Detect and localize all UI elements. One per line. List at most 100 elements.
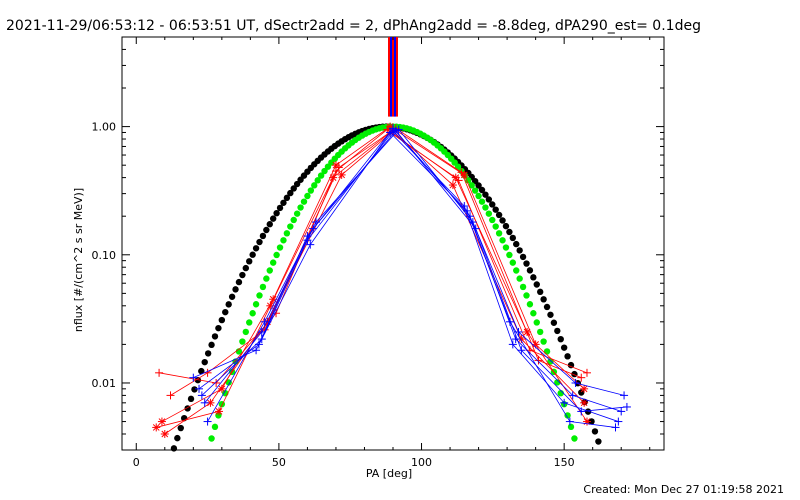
black-fit-point	[591, 428, 599, 435]
black-fit-point	[290, 185, 297, 192]
green-fit-point	[526, 301, 534, 308]
red-data-point	[212, 378, 221, 387]
pa90-marker-line	[396, 37, 398, 117]
green-fit-point	[554, 379, 561, 386]
black-fit-point	[554, 327, 561, 335]
black-fit-point	[550, 319, 558, 326]
black-fit-point	[499, 217, 506, 224]
black-fit-point	[263, 226, 270, 234]
green-fit-point	[304, 192, 311, 200]
black-fit-point	[256, 238, 263, 246]
red-series-line	[170, 127, 582, 396]
blue-series-line	[193, 131, 616, 428]
red-data-point	[155, 368, 164, 377]
blue-series-line	[198, 127, 622, 412]
red-data-point	[217, 384, 226, 393]
black-fit-point	[560, 344, 568, 351]
y-tick-label: 1.00	[92, 121, 117, 134]
black-fit-point	[523, 260, 530, 267]
green-fit-point	[540, 338, 547, 345]
green-fit-point	[269, 259, 277, 266]
x-tick-label: 0	[133, 456, 140, 469]
black-fit-point	[519, 253, 527, 261]
green-fit-point	[314, 177, 321, 184]
black-fit-point	[584, 408, 592, 415]
black-fit-point	[502, 222, 510, 230]
black-fit-point	[578, 389, 585, 396]
red-series-line	[156, 131, 588, 428]
green-fit-point	[300, 198, 308, 205]
green-fit-point	[321, 167, 328, 175]
green-fit-point	[530, 310, 537, 317]
black-fit-point	[588, 418, 595, 425]
green-fit-point	[276, 244, 284, 251]
black-fit-point	[187, 395, 195, 403]
blue-data-point	[617, 407, 626, 416]
blue-data-point	[511, 335, 520, 344]
blue-data-point	[257, 335, 266, 344]
blue-data-point	[309, 224, 318, 233]
red-data-point	[523, 327, 532, 336]
red-data-point	[577, 373, 586, 382]
blue-data-point	[195, 384, 204, 393]
black-fit-point	[174, 434, 181, 442]
green-fit-point	[311, 182, 318, 189]
black-fit-point	[235, 278, 243, 286]
green-fit-point	[495, 230, 503, 237]
green-fit-point	[564, 412, 571, 419]
chart-title: 2021-11-29/06:53:12 - 06:53:51 UT, dSect…	[6, 18, 701, 34]
pa90-marker-line	[392, 37, 394, 117]
black-fit-point	[287, 189, 294, 197]
red-data-point	[166, 391, 175, 400]
red-data-point	[334, 163, 343, 172]
black-fit-point	[492, 206, 499, 213]
red-data-point	[214, 407, 223, 416]
red-data-point	[157, 417, 166, 426]
x-tick-label: 50	[272, 456, 286, 469]
red-data-point	[580, 398, 589, 407]
blue-data-point	[203, 417, 212, 426]
green-fit-point	[317, 172, 325, 179]
green-fit-point	[273, 251, 280, 259]
pa90-marker-line	[390, 37, 392, 117]
blue-data-point	[303, 236, 312, 245]
green-fit-point	[523, 292, 530, 299]
black-fit-point	[246, 258, 253, 265]
red-data-point	[329, 173, 338, 182]
blue-data-point	[508, 340, 517, 349]
black-fit-point	[218, 316, 226, 324]
black-fit-point	[204, 350, 212, 357]
green-fit-point	[543, 348, 551, 355]
blue-data-point	[260, 317, 269, 326]
red-data-point	[451, 173, 460, 182]
green-fit-point	[266, 267, 273, 274]
pa90-marker-line	[388, 37, 390, 117]
blue-data-point	[565, 417, 574, 426]
green-fit-point	[478, 198, 486, 205]
blue-series-line	[201, 130, 619, 422]
green-fit-point	[513, 267, 520, 274]
red-data-point	[582, 368, 591, 377]
green-fit-point	[499, 237, 506, 244]
red-data-point	[160, 429, 169, 438]
blue-data-point	[311, 218, 320, 227]
green-fit-point	[225, 379, 232, 386]
black-fit-point	[259, 232, 267, 240]
green-fit-point	[208, 435, 215, 442]
green-fit-point	[239, 338, 246, 345]
green-fit-point	[287, 223, 294, 230]
green-fit-point	[246, 319, 253, 326]
red-series-line	[164, 130, 585, 435]
green-fit-point	[290, 216, 297, 224]
green-fit-point	[571, 435, 578, 442]
red-data-point	[152, 423, 161, 432]
black-fit-point	[225, 301, 232, 308]
black-fit-point	[239, 271, 246, 279]
green-fit-point	[489, 216, 496, 224]
green-fit-point	[454, 163, 462, 170]
blue-data-point	[389, 127, 397, 136]
black-fit-point	[564, 353, 571, 360]
blue-data-point	[306, 240, 315, 249]
blue-data-point	[505, 317, 514, 326]
blue-data-point	[611, 423, 620, 432]
